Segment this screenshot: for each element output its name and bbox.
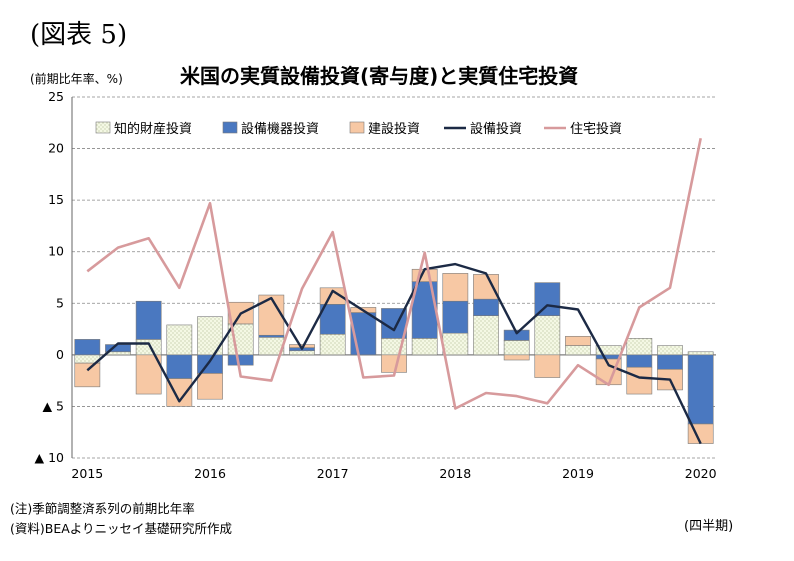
legend: 知的財産投資 設備機器投資 建設投資 設備投資 住宅投資 bbox=[95, 121, 622, 137]
legend-swatch-structures bbox=[349, 121, 365, 134]
figure-label: (図表 5) bbox=[30, 20, 128, 50]
frequency-label: (四半期) bbox=[684, 519, 734, 534]
legend-label: 知的財産投資 bbox=[114, 121, 192, 137]
bar-ip bbox=[135, 339, 162, 356]
y-tick-label: 5 bbox=[56, 295, 64, 310]
bar-equipment bbox=[258, 334, 285, 338]
bar-equipment bbox=[503, 329, 530, 341]
bar-ip bbox=[319, 333, 346, 356]
bar-equipment bbox=[534, 282, 561, 316]
bar-equipment bbox=[626, 354, 653, 368]
y-axis-ticks: 25 20 15 10 5 0 ▲ 5 ▲ 10 bbox=[35, 89, 65, 465]
bar-ip bbox=[626, 338, 653, 356]
bar-structures bbox=[381, 354, 407, 373]
bar-ip bbox=[166, 324, 193, 356]
x-tick-label: 2020 bbox=[685, 466, 717, 481]
legend-label: 住宅投資 bbox=[570, 121, 622, 137]
bar-structures bbox=[503, 354, 530, 361]
bar-structures bbox=[258, 294, 285, 336]
bar-structures bbox=[626, 366, 653, 395]
legend-swatch-equipment bbox=[222, 121, 238, 134]
line-series bbox=[86, 138, 702, 445]
footnote-note: (注)季節調整済系列の前期比年率 bbox=[10, 501, 195, 516]
bar-ip bbox=[442, 332, 469, 356]
line-total_line bbox=[86, 262, 702, 445]
bar-ip bbox=[503, 340, 530, 356]
bar-structures bbox=[473, 274, 499, 300]
legend-label: 設備機器投資 bbox=[241, 121, 319, 137]
bar-structures bbox=[565, 335, 591, 346]
y-tick-label: 20 bbox=[48, 141, 64, 156]
bar-structures bbox=[534, 354, 561, 378]
bar-structures bbox=[197, 373, 223, 400]
y-tick-label: 15 bbox=[48, 192, 64, 207]
bar-equipment bbox=[595, 354, 622, 360]
x-axis-ticks: 2015 2016 2017 2018 2019 2020 bbox=[71, 466, 716, 481]
bar-equipment bbox=[166, 354, 193, 379]
x-tick-label: 2019 bbox=[562, 466, 594, 481]
bar-ip bbox=[289, 350, 315, 356]
bar-ip bbox=[687, 351, 714, 356]
x-tick-label: 2017 bbox=[317, 466, 349, 481]
bar-ip bbox=[565, 345, 591, 356]
bar-equipment bbox=[227, 354, 254, 366]
line-residential_line bbox=[86, 138, 702, 410]
y-tick-label: ▲ 10 bbox=[35, 450, 65, 465]
x-tick-label: 2015 bbox=[71, 466, 103, 481]
bar-ip bbox=[197, 316, 223, 356]
bar-equipment bbox=[657, 354, 683, 370]
x-tick-label: 2016 bbox=[194, 466, 226, 481]
bar-structures bbox=[442, 273, 469, 302]
bar-ip bbox=[473, 315, 499, 356]
bar-structures bbox=[74, 362, 101, 388]
y-tick-label: 10 bbox=[48, 244, 64, 259]
y-axis-unit-label: (前期比年率、%) bbox=[30, 72, 123, 86]
legend-label: 建設投資 bbox=[368, 121, 420, 137]
y-tick-label: 0 bbox=[56, 347, 64, 362]
bar-equipment bbox=[74, 339, 101, 356]
bar-ip bbox=[534, 315, 561, 356]
legend-label: 設備投資 bbox=[470, 121, 522, 137]
bar-equipment bbox=[473, 298, 499, 316]
footnote-source: (資料)BEAよりニッセイ基礎研究所作成 bbox=[10, 521, 233, 536]
bar-ip bbox=[411, 338, 438, 356]
y-tick-label: ▲ 5 bbox=[42, 398, 64, 413]
bar-equipment bbox=[442, 300, 469, 334]
chart-title: 米国の実質設備投資(寄与度)と実質住宅投資 bbox=[180, 64, 579, 88]
legend-swatch-ip bbox=[95, 121, 111, 134]
bar-ip bbox=[657, 345, 683, 356]
bar-equipment bbox=[687, 354, 714, 425]
x-tick-label: 2018 bbox=[439, 466, 471, 481]
y-tick-label: 25 bbox=[48, 89, 64, 104]
bar-series bbox=[74, 268, 714, 444]
bar-equipment bbox=[135, 300, 162, 340]
